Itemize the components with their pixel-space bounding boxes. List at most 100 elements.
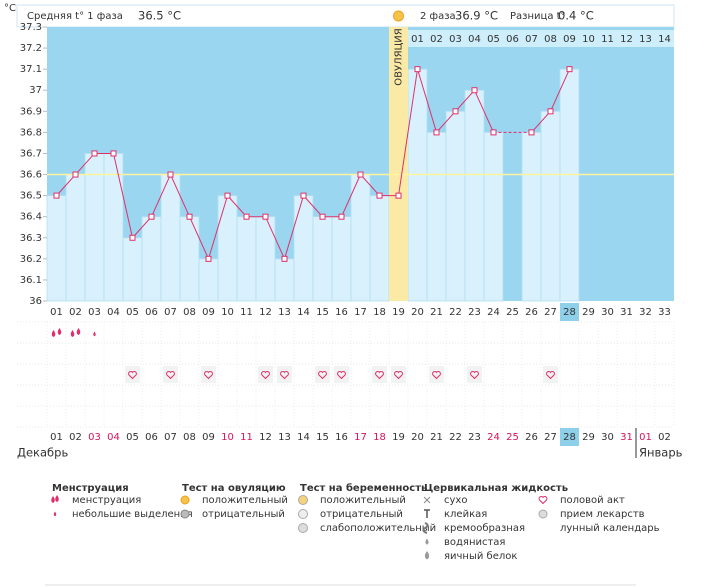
- temp-column: [521, 131, 542, 302]
- legend-icon: [424, 509, 430, 518]
- phase1-label: Средняя t° 1 фаза: [27, 11, 123, 22]
- temp-column: [350, 174, 371, 302]
- legend-icon: [180, 495, 190, 505]
- x-tick-label: 05: [126, 307, 139, 318]
- temp-column: [103, 153, 124, 302]
- temp-point: [300, 192, 307, 199]
- temp-column: [293, 195, 314, 302]
- temp-column: [312, 216, 333, 302]
- intercourse-icon: [337, 371, 346, 380]
- heart-bg: [391, 366, 406, 383]
- legend-icon: [51, 495, 59, 503]
- legend-icon: [53, 511, 57, 517]
- date-label: 01: [639, 432, 652, 443]
- date-label: 30: [601, 432, 614, 443]
- temp-point: [566, 66, 573, 73]
- y-tick-label: 36.4: [20, 212, 42, 223]
- y-tick-label: 37: [29, 85, 42, 96]
- temp-point: [205, 255, 212, 262]
- legend-title: Тест на беременность: [300, 482, 427, 494]
- date-label: 15: [316, 432, 329, 443]
- legend-title: Тест на овуляцию: [182, 483, 286, 494]
- phase2-strip: [408, 30, 674, 47]
- date-label: 12: [259, 432, 272, 443]
- legend-icon: [298, 509, 308, 519]
- x-tick-label: 03: [88, 307, 101, 318]
- temp-point: [110, 150, 117, 157]
- date-label: 25: [506, 432, 519, 443]
- intercourse-icon: [432, 371, 441, 380]
- temp-point: [452, 108, 459, 115]
- temp-column: [236, 216, 257, 302]
- x-tick-label: 19: [392, 307, 405, 318]
- phase2-day-label: 09: [563, 34, 576, 45]
- date-label: 01: [50, 432, 63, 443]
- legend-item: кремообразная: [444, 523, 525, 534]
- y-tick-label: 36.7: [20, 148, 42, 159]
- x-tick-label: 21: [430, 307, 443, 318]
- legend-item: менструация: [72, 495, 141, 506]
- temp-point: [53, 192, 60, 199]
- temp-point: [376, 192, 383, 199]
- x-tick-label: 11: [240, 307, 253, 318]
- y-tick-label: 36.6: [20, 170, 42, 181]
- legend-item: слабоположительный: [320, 523, 436, 534]
- x-tick-label: 16: [335, 307, 348, 318]
- date-label: 23: [468, 432, 481, 443]
- intercourse-icon: [394, 371, 403, 380]
- date-label: 13: [278, 432, 291, 443]
- legend-icon: [422, 522, 429, 534]
- phase2-day-label: 06: [506, 34, 519, 45]
- date-label: 02: [69, 432, 82, 443]
- temp-column: [179, 216, 200, 302]
- x-tick-label: 20: [411, 307, 424, 318]
- phase2-label: 2 фаза: [420, 11, 456, 22]
- temp-point: [490, 129, 497, 136]
- heart-bg: [201, 366, 216, 383]
- temp-column: [540, 110, 561, 302]
- temp-column: [217, 195, 238, 302]
- phase2-value: 36.9 °C: [455, 9, 498, 23]
- temp-column: [331, 216, 352, 302]
- date-label: 06: [145, 432, 158, 443]
- heart-bg: [277, 366, 292, 383]
- temp-point: [319, 213, 326, 220]
- spotting-icon: [93, 331, 96, 337]
- temp-column: [369, 195, 390, 302]
- date-label: 27: [544, 432, 557, 443]
- date-label: 24: [487, 432, 500, 443]
- x-tick-label: 15: [316, 307, 329, 318]
- legend-title: Менструация: [52, 483, 129, 494]
- phase2-day-label: 14: [658, 34, 671, 45]
- x-tick-label: 17: [354, 307, 367, 318]
- x-tick-label: 32: [639, 307, 652, 318]
- phase2-day-label: 13: [639, 34, 652, 45]
- phase2-day-label: 11: [601, 34, 614, 45]
- date-label: 22: [449, 432, 462, 443]
- date-label: 19: [392, 432, 405, 443]
- intercourse-icon: [261, 371, 270, 380]
- legend-item: яичный белок: [444, 551, 517, 562]
- legend-item: лунный календарь: [560, 523, 660, 534]
- intercourse-icon: [166, 371, 175, 380]
- temp-point: [433, 129, 440, 136]
- temp-column: [46, 195, 67, 302]
- date-label: 18: [373, 432, 386, 443]
- today-date-box: [560, 428, 579, 446]
- date-label: 31: [620, 432, 633, 443]
- temp-point: [91, 150, 98, 157]
- temp-column: [141, 216, 162, 302]
- x-tick-label: 04: [107, 307, 120, 318]
- legend-title: Цервикальная жидкость: [424, 483, 568, 494]
- x-tick-label: 22: [449, 307, 462, 318]
- temp-column: [559, 68, 580, 302]
- y-tick-label: 36.5: [20, 191, 42, 202]
- legend-icon: [423, 496, 431, 504]
- phase2-day-label: 05: [487, 34, 500, 45]
- date-label: 26: [525, 432, 538, 443]
- y-tick-label: 36.1: [20, 275, 42, 286]
- temp-column: [65, 174, 86, 302]
- phase2-day-label: 08: [544, 34, 557, 45]
- y-tick-label: 37.3: [20, 22, 42, 33]
